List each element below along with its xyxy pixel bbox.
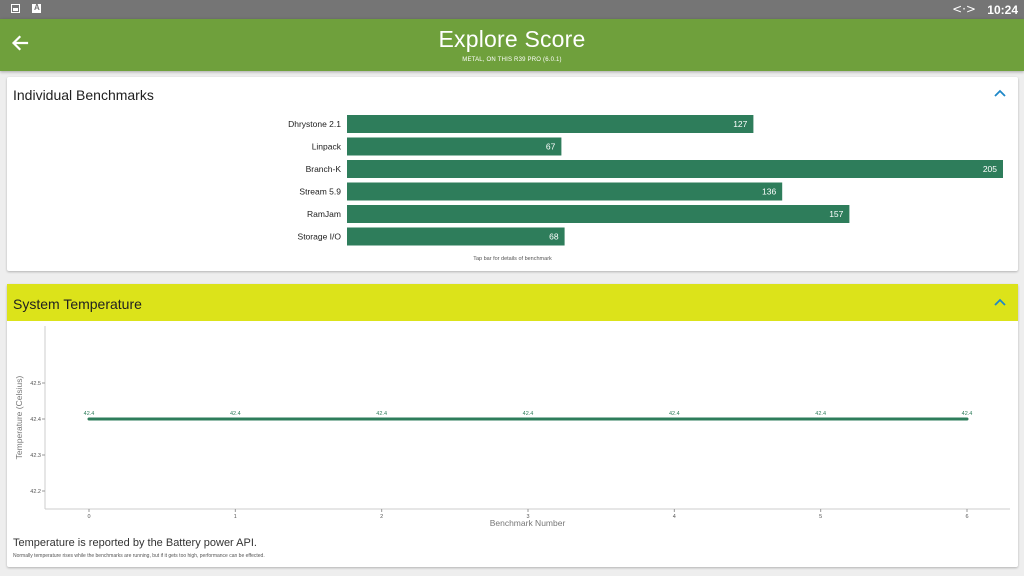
temperature-line-chart: 42.5 42.4 42.3 42.2 0 1 2 3 4 5 6 Benchmark Number T… bbox=[14, 326, 1010, 528]
app-notification-icon bbox=[32, 3, 41, 13]
bar-label: Linpack bbox=[312, 142, 342, 152]
bar-label: Dhrystone 2.1 bbox=[288, 119, 341, 129]
page-subtitle: METAL, ON THIS R39 PRO (6.0.1) bbox=[462, 57, 562, 63]
x-tick-label: 5 bbox=[819, 514, 822, 520]
bar-label: Stream 5.9 bbox=[299, 187, 341, 197]
x-axis-label: Benchmark Number bbox=[490, 518, 566, 528]
bar-label: Storage I/O bbox=[298, 232, 342, 242]
temperature-note: Temperature is reported by the Battery p… bbox=[13, 537, 257, 549]
y-tick-label: 42.5 bbox=[30, 381, 41, 387]
benchmark-bar[interactable] bbox=[347, 115, 754, 133]
benchmark-bar[interactable] bbox=[347, 160, 1003, 178]
point-value-label: 42.4 bbox=[815, 411, 826, 417]
temperature-point bbox=[819, 417, 823, 421]
bar-value-label: 136 bbox=[762, 187, 776, 197]
temperature-point bbox=[233, 417, 237, 421]
y-tick-label: 42.3 bbox=[30, 453, 41, 459]
status-bar: <·> 10:24 bbox=[0, 0, 1024, 19]
status-clock: 10:24 bbox=[987, 3, 1018, 17]
arrow-left-icon[interactable] bbox=[10, 33, 30, 53]
point-value-label: 42.4 bbox=[669, 411, 680, 417]
bar-value-label: 127 bbox=[733, 119, 747, 129]
x-tick-label: 2 bbox=[380, 514, 383, 520]
benchmark-hint: Tap bar for details of benchmark bbox=[473, 256, 552, 262]
y-tick-label: 42.4 bbox=[30, 417, 41, 423]
bar-value-label: 68 bbox=[549, 232, 559, 242]
y-axis-label: Temperature (Celsius) bbox=[14, 376, 24, 460]
benchmark-bar[interactable] bbox=[347, 182, 783, 201]
individual-benchmarks-card: Individual Benchmarks Dhrystone 2.1 127 Li… bbox=[7, 77, 1018, 271]
temperature-point bbox=[526, 417, 530, 421]
benchmark-bar-chart: Dhrystone 2.1 127 Linpack 67 Branch-K 205 Stre… bbox=[288, 115, 1003, 246]
data-activity-icon: <·> bbox=[952, 2, 976, 16]
temperature-point bbox=[965, 417, 969, 421]
point-value-label: 42.4 bbox=[84, 411, 95, 417]
x-tick-label: 3 bbox=[526, 514, 529, 520]
temperature-point bbox=[87, 417, 91, 421]
benchmark-bar[interactable] bbox=[347, 205, 850, 223]
temperature-card-header[interactable]: System Temperature bbox=[7, 284, 1018, 321]
x-tick-label: 0 bbox=[87, 514, 90, 520]
point-value-label: 42.4 bbox=[962, 411, 973, 417]
x-tick-label: 4 bbox=[673, 514, 676, 520]
temperature-card-title: System Temperature bbox=[13, 296, 142, 312]
chevron-up-icon[interactable] bbox=[993, 297, 1007, 307]
system-temperature-card: System Temperature 42.5 42.4 42.3 42.2 0 1 2 3 4… bbox=[7, 284, 1018, 567]
y-tick-label: 42.2 bbox=[30, 489, 41, 495]
x-tick-label: 1 bbox=[234, 514, 237, 520]
bar-value-label: 205 bbox=[983, 164, 997, 174]
bar-label: RamJam bbox=[307, 209, 341, 219]
temperature-point bbox=[380, 417, 384, 421]
bar-label: Branch-K bbox=[306, 164, 342, 174]
benchmark-bar[interactable] bbox=[347, 137, 562, 156]
point-value-label: 42.4 bbox=[230, 411, 241, 417]
page-title: Explore Score bbox=[438, 26, 586, 52]
chevron-up-icon[interactable] bbox=[993, 88, 1007, 98]
temperature-point bbox=[672, 417, 676, 421]
benchmarks-card-title: Individual Benchmarks bbox=[13, 87, 154, 103]
point-value-label: 42.4 bbox=[523, 411, 534, 417]
bar-value-label: 157 bbox=[829, 209, 843, 219]
x-tick-label: 6 bbox=[965, 514, 968, 520]
gallery-notification-icon bbox=[11, 4, 20, 13]
app-bar: Explore Score METAL, ON THIS R39 PRO (6.… bbox=[0, 19, 1024, 71]
temperature-subnote: Normally temperature rises while the ben… bbox=[13, 553, 265, 559]
point-value-label: 42.4 bbox=[376, 411, 387, 417]
benchmark-bar[interactable] bbox=[347, 227, 565, 246]
bar-value-label: 67 bbox=[546, 142, 556, 152]
